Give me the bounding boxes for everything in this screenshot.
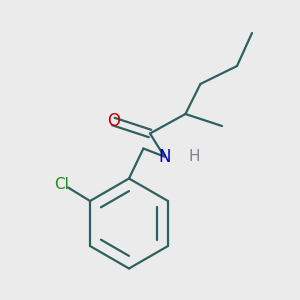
Text: N: N: [158, 148, 171, 166]
Text: Cl: Cl: [54, 177, 69, 192]
Text: O: O: [107, 112, 120, 130]
Text: H: H: [189, 149, 200, 164]
